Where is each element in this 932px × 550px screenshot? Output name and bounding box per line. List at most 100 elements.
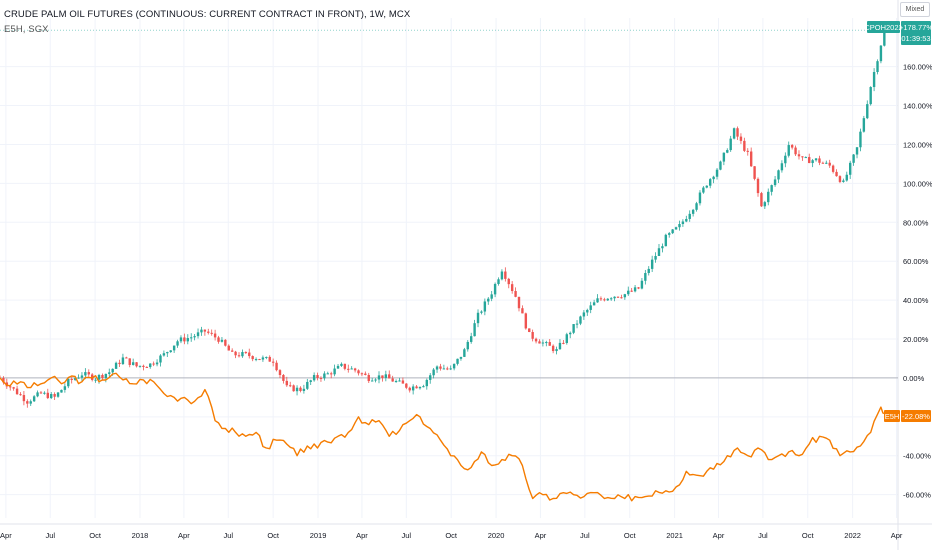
candle-body — [135, 362, 138, 367]
x-tick-label: Apr — [891, 531, 903, 540]
time-axis[interactable]: Apr Jul Oct 2018 Apr Jul Oct 2019 Apr Jul Oct 2020 A… — [0, 531, 903, 540]
candle-body — [418, 386, 422, 389]
candle-body — [709, 179, 712, 186]
candle — [719, 160, 722, 171]
candle-body — [603, 299, 606, 301]
candle — [644, 269, 647, 285]
candle-body — [210, 332, 213, 334]
candle — [15, 385, 19, 395]
candle — [869, 86, 872, 106]
candle-body — [391, 378, 394, 382]
candle — [408, 386, 411, 393]
e5h-symbol-badge — [884, 410, 900, 422]
candle-body — [435, 366, 439, 370]
candle — [780, 160, 784, 173]
candle — [487, 297, 490, 305]
candle — [282, 374, 285, 384]
scale-mode-button[interactable]: Mixed — [900, 2, 930, 17]
candle — [234, 350, 237, 359]
candle-body — [647, 268, 650, 274]
candle — [190, 333, 193, 342]
candle — [302, 384, 306, 394]
candle-body — [268, 356, 271, 362]
candle-body — [145, 366, 149, 368]
candle-body — [586, 309, 589, 313]
candle-body — [463, 349, 466, 357]
candle — [405, 383, 408, 390]
candle-body — [685, 218, 688, 222]
x-tick-label: 2018 — [132, 531, 149, 540]
candle-body — [777, 170, 780, 180]
e5h-value-badge — [901, 410, 931, 422]
candle — [473, 319, 476, 337]
candle-body — [26, 401, 29, 404]
candle-body — [29, 401, 32, 404]
candle-body — [159, 355, 162, 363]
candle — [695, 201, 698, 212]
candle — [227, 344, 230, 351]
candle-body — [770, 185, 773, 192]
x-tick-label: 2019 — [310, 531, 327, 540]
candle — [172, 345, 176, 353]
candle — [633, 285, 637, 293]
candle — [411, 384, 415, 395]
candle-body — [60, 389, 63, 393]
candle-body — [538, 341, 541, 344]
candle-body — [439, 366, 442, 369]
candle — [155, 359, 159, 367]
candle — [480, 310, 483, 315]
candle — [26, 399, 29, 408]
candle — [176, 339, 179, 348]
candle-body — [449, 368, 452, 370]
price-axis[interactable]: -60.00%-40.00%-20.00%0.00%20.00%40.00%60… — [903, 63, 932, 500]
candle-body — [381, 375, 384, 379]
candle-body — [306, 381, 309, 389]
candle-body — [84, 372, 87, 376]
candle — [422, 384, 425, 388]
candle-body — [715, 169, 719, 177]
candle-body — [43, 392, 46, 394]
candle-body — [848, 162, 852, 175]
candle — [357, 369, 360, 376]
candle-body — [149, 363, 152, 368]
candle-body — [374, 379, 377, 381]
candle — [367, 372, 370, 383]
candle-body — [613, 296, 616, 299]
candle-body — [579, 316, 582, 324]
candle — [429, 373, 432, 384]
candle — [709, 177, 712, 189]
y-tick-label: -60.00% — [903, 491, 931, 500]
candle-body — [224, 339, 227, 346]
candle — [463, 347, 466, 358]
cpo-candles — [0, 26, 886, 408]
candle-body — [828, 162, 831, 166]
x-tick-label: Oct — [267, 531, 280, 540]
candle-body — [114, 362, 118, 369]
candle-body — [630, 290, 633, 292]
candle-body — [200, 329, 203, 333]
x-tick-label: Oct — [624, 531, 637, 540]
candle-body — [825, 162, 828, 164]
candle-body — [446, 368, 449, 370]
compare-symbol-legend[interactable]: E5H, SGX — [4, 24, 49, 35]
candle — [289, 381, 292, 388]
candle-body — [545, 342, 548, 344]
candle-body — [609, 298, 613, 300]
candle-body — [493, 283, 497, 295]
candle-body — [333, 368, 336, 375]
chart-title[interactable]: CRUDE PALM OIL FUTURES (CONTINUOUS: CURR… — [4, 9, 411, 20]
candle-body — [186, 338, 189, 342]
candle — [398, 377, 401, 382]
candle-body — [801, 156, 804, 158]
cpo-value-badge — [901, 21, 931, 45]
candle-body — [698, 192, 702, 204]
candle-body — [814, 158, 818, 161]
candle-body — [12, 387, 15, 389]
candle-body — [56, 392, 60, 397]
candle — [753, 166, 756, 181]
candle — [456, 358, 459, 366]
candle — [688, 210, 691, 222]
candle — [616, 296, 620, 298]
candle — [60, 389, 63, 393]
